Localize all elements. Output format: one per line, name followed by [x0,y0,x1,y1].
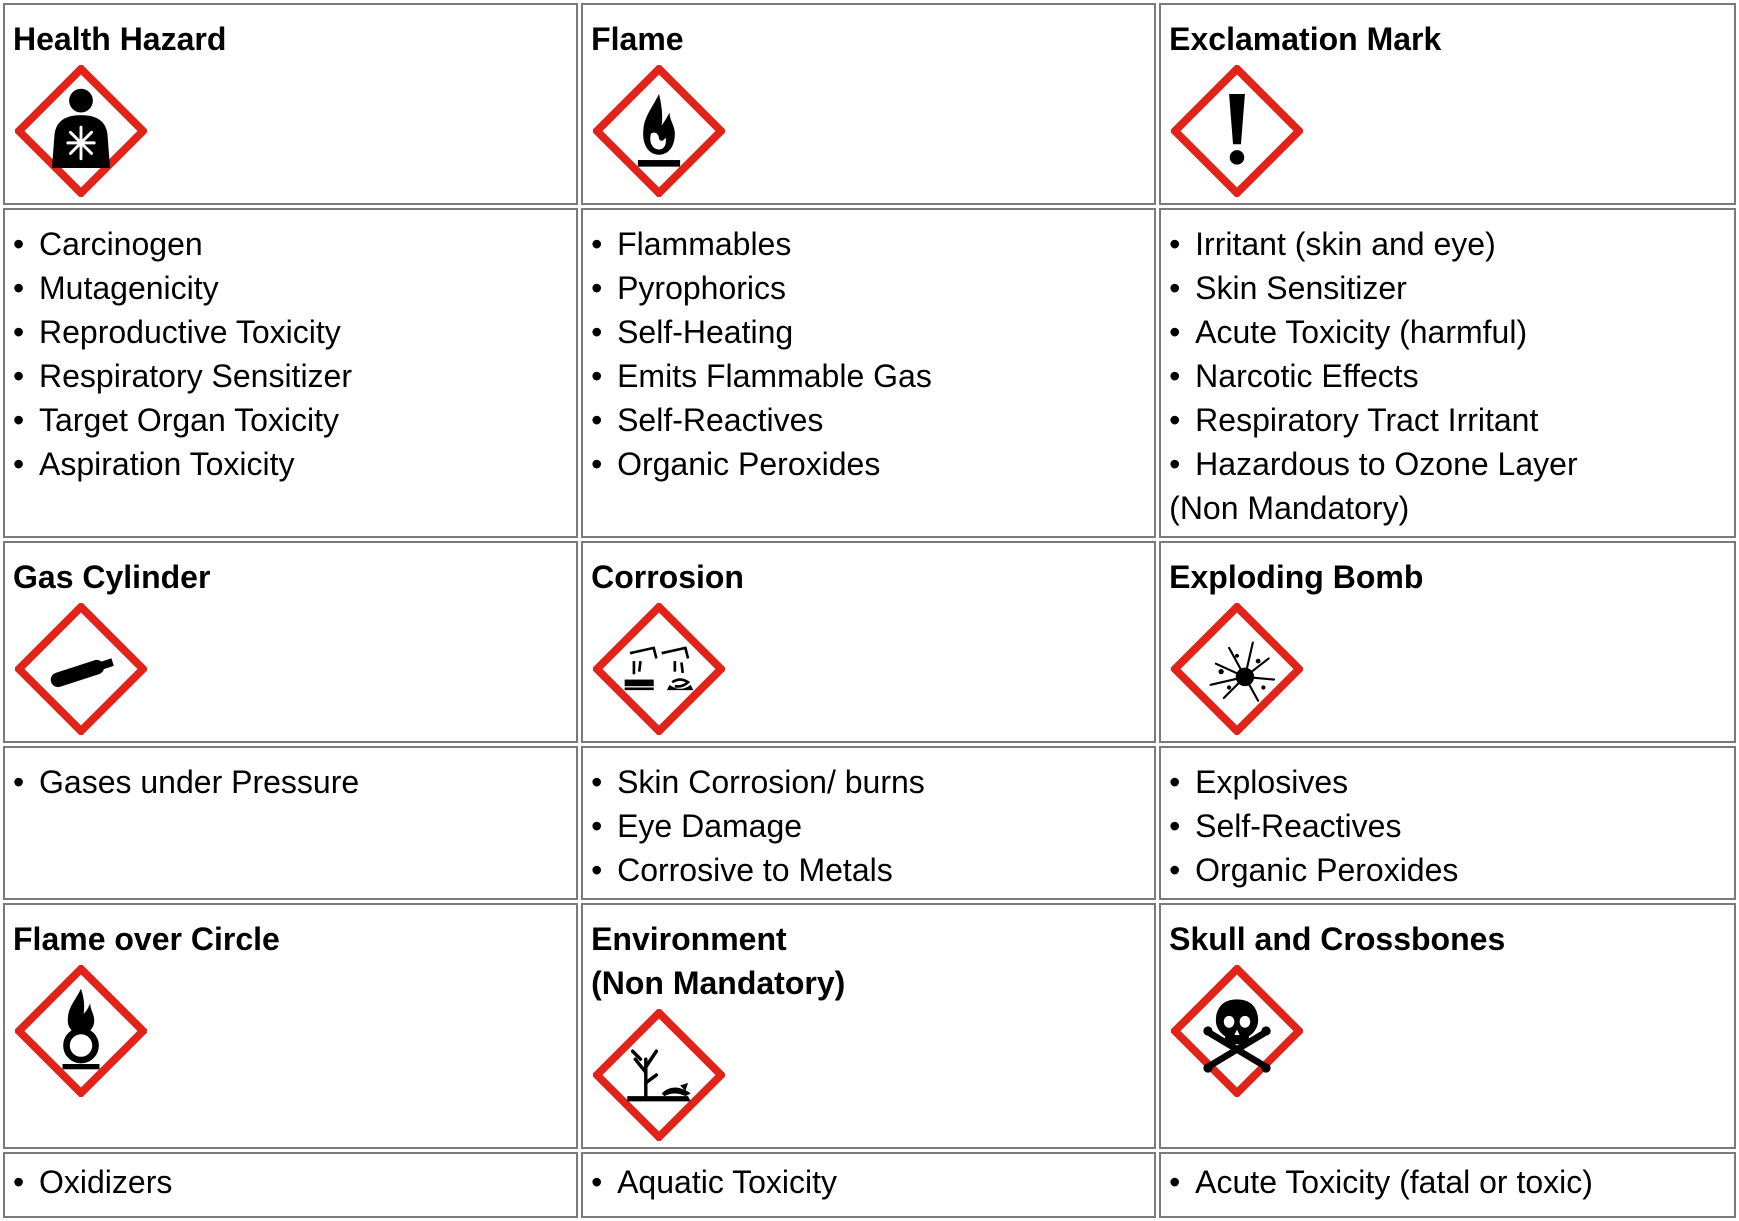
hazards-cell: CarcinogenMutagenicityReproductive Toxic… [3,208,579,538]
symbol-cell: Exploding Bomb [1159,541,1736,743]
hazard-item: Emits Flammable Gas [591,354,1146,398]
symbol-title: Exploding Bomb [1169,559,1424,595]
symbol-title: Health Hazard [13,21,227,57]
exploding-bomb-icon [1171,603,1304,735]
hazard-item: Oxidizers [13,1160,568,1204]
hazards-cell: ExplosivesSelf-ReactivesOrganic Peroxide… [1159,746,1736,900]
hazard-item: Self-Heating [591,310,1146,354]
hazard-list: ExplosivesSelf-ReactivesOrganic Peroxide… [1169,760,1726,892]
hazards-row: Gases under Pressure Skin Corrosion/ bur… [3,746,1736,900]
symbol-row: Health Hazard Flame [3,3,1736,205]
hazard-list: Oxidizers [13,1160,568,1204]
symbol-row: Gas Cylinder Corrosion [3,541,1736,743]
hazard-item: Pyrophorics [591,266,1146,310]
hazards-cell: Oxidizers [3,1152,579,1218]
hazard-item: Reproductive Toxicity [13,310,568,354]
hazard-list: Gases under Pressure [13,760,568,804]
hazard-item: Respiratory Sensitizer [13,354,568,398]
hazard-list: Acute Toxicity (fatal or toxic) [1169,1160,1726,1204]
symbol-title: Skull and Crossbones [1169,921,1506,957]
hazards-row: CarcinogenMutagenicityReproductive Toxic… [3,208,1736,538]
symbol-cell: Flame over Circle [3,903,579,1149]
symbol-cell: Skull and Crossbones [1159,903,1736,1149]
hazards-cell: FlammablesPyrophoricsSelf-HeatingEmits F… [581,208,1157,538]
hazards-cell: Gases under Pressure [3,746,579,900]
hazard-item: (Non Mandatory) [1169,490,1410,526]
corrosion-icon [593,603,726,735]
hazard-item: Corrosive to Metals [591,848,1146,892]
hazard-item: Carcinogen [13,222,568,266]
hazards-cell: Acute Toxicity (fatal or toxic) [1159,1152,1736,1218]
symbol-cell: Gas Cylinder [3,541,579,743]
symbol-cell: Corrosion [581,541,1157,743]
hazards-cell: Irritant (skin and eye)Skin SensitizerAc… [1159,208,1736,538]
hazards-cell: Skin Corrosion/ burnsEye DamageCorrosive… [581,746,1157,900]
hazard-list: CarcinogenMutagenicityReproductive Toxic… [13,222,568,486]
hazard-list: FlammablesPyrophoricsSelf-HeatingEmits F… [591,222,1146,486]
hazard-list: Skin Corrosion/ burnsEye DamageCorrosive… [591,760,1146,892]
hazard-list: Aquatic Toxicity [591,1160,1146,1204]
hazard-item: Flammables [591,222,1146,266]
symbol-row: Flame over Circle Environment (Non Manda… [3,903,1736,1149]
hazard-item: Respiratory Tract Irritant [1169,398,1726,442]
hazard-item: Hazardous to Ozone Layer [1169,442,1726,486]
symbol-title: Flame [591,21,684,57]
hazard-item: Organic Peroxides [591,442,1146,486]
symbol-title: Environment (Non Mandatory) [591,921,846,1001]
skull-and-crossbones-icon [1171,965,1304,1097]
symbol-cell: Exclamation Mark [1159,3,1736,205]
environment-icon [593,1009,726,1141]
hazard-list: Irritant (skin and eye)Skin SensitizerAc… [1169,222,1726,530]
hazard-item: Eye Damage [591,804,1146,848]
flame-icon [593,65,726,197]
hazard-item: Self-Reactives [591,398,1146,442]
hazard-item: Irritant (skin and eye) [1169,222,1726,266]
symbol-title: Corrosion [591,559,744,595]
exclamation-mark-icon [1171,65,1304,197]
hazards-row: Oxidizers Aquatic Toxicity Acute Toxicit… [3,1152,1736,1218]
symbol-title: Exclamation Mark [1169,21,1442,57]
hazard-item: Gases under Pressure [13,760,568,804]
hazard-item: Skin Sensitizer [1169,266,1726,310]
flame-over-circle-icon [15,965,147,1097]
hazard-item: Narcotic Effects [1169,354,1726,398]
symbol-cell: Flame [581,3,1157,205]
hazards-cell: Aquatic Toxicity [581,1152,1157,1218]
hazard-item: Self-Reactives [1169,804,1726,848]
symbol-cell: Health Hazard [3,3,579,205]
hazard-item: Aquatic Toxicity [591,1160,1146,1204]
symbol-title: Flame over Circle [13,921,280,957]
hazard-item: Target Organ Toxicity [13,398,568,442]
hazard-item: Organic Peroxides [1169,848,1726,892]
hazard-item: Explosives [1169,760,1726,804]
hazard-item: Mutagenicity [13,266,568,310]
health-hazard-icon [15,65,147,197]
hazard-item: Acute Toxicity (fatal or toxic) [1169,1160,1726,1204]
gas-cylinder-icon [15,603,147,735]
hazard-item: Aspiration Toxicity [13,442,568,486]
symbol-title: Gas Cylinder [13,559,211,595]
hazard-item: Skin Corrosion/ burns [591,760,1146,804]
symbol-cell: Environment (Non Mandatory) [581,903,1157,1149]
hazard-item: Acute Toxicity (harmful) [1169,310,1726,354]
